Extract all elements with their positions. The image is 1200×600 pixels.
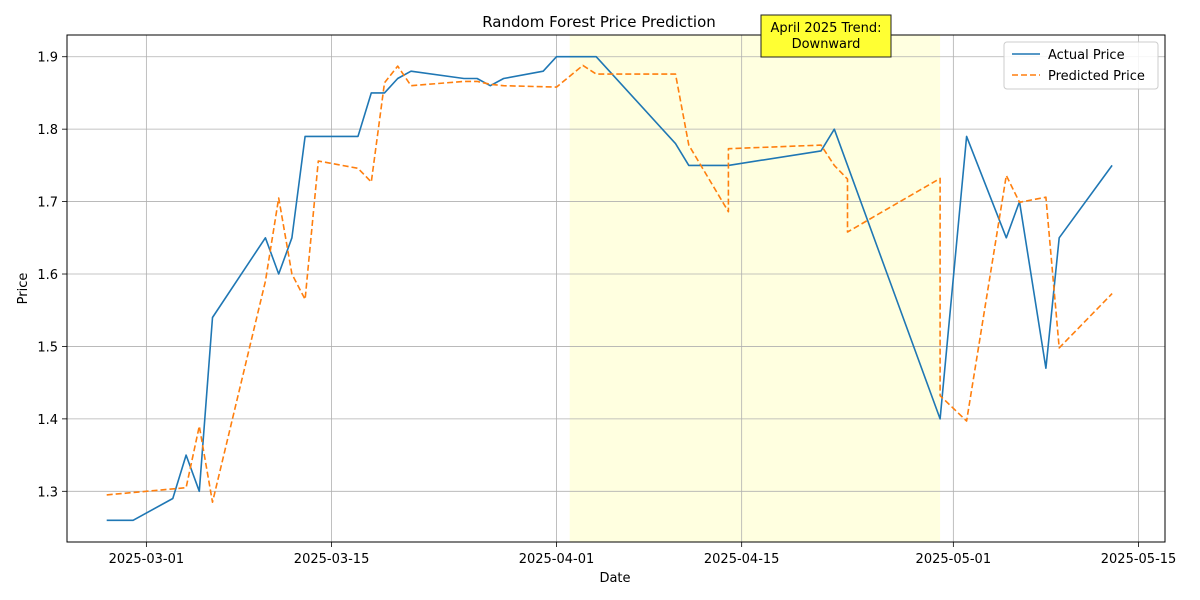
x-tick-label: 2025-04-15 — [704, 552, 780, 567]
chart-title: Random Forest Price Prediction — [482, 13, 716, 31]
y-tick-label: 1.5 — [37, 340, 58, 355]
annotation-box — [760, 14, 892, 58]
annotation-text-line: April 2025 Trend: — [770, 21, 881, 36]
y-tick-label: 1.9 — [37, 51, 58, 66]
trend-annotation: April 2025 Trend:Downward — [760, 14, 892, 58]
y-axis-label: Price — [16, 273, 31, 305]
series-line-predicted-price — [106, 64, 1113, 504]
tick-layer: 2025-03-01 2025-03-15 2025-04-01 2025-04-15… — [37, 51, 1176, 567]
y-tick-label: 1.4 — [37, 413, 58, 428]
x-tick-label: 2025-05-01 — [916, 552, 992, 567]
y-tick-label: 1.3 — [37, 485, 58, 500]
legend-box — [1003, 41, 1159, 90]
legend: Actual Price Predicted Price — [1003, 41, 1159, 90]
y-tick-label: 1.6 — [37, 268, 58, 283]
y-tick-label: 1.7 — [37, 196, 58, 211]
x-tick-label: 2025-03-15 — [294, 552, 370, 567]
x-tick-label: 2025-04-01 — [519, 552, 595, 567]
legend-label: Actual Price — [1048, 48, 1125, 63]
legend-label: Predicted Price — [1048, 69, 1145, 84]
series-layer — [106, 55, 1113, 522]
annotation-text-line: Downward — [792, 37, 861, 52]
highlight-span-layer — [569, 35, 941, 542]
highlight-span — [569, 35, 941, 542]
x-tick-label: 2025-03-01 — [109, 552, 185, 567]
plot-frame — [66, 34, 1166, 543]
y-tick-label: 1.8 — [37, 123, 58, 138]
x-axis-label: Date — [599, 571, 630, 586]
x-tick-label: 2025-05-15 — [1101, 552, 1177, 567]
